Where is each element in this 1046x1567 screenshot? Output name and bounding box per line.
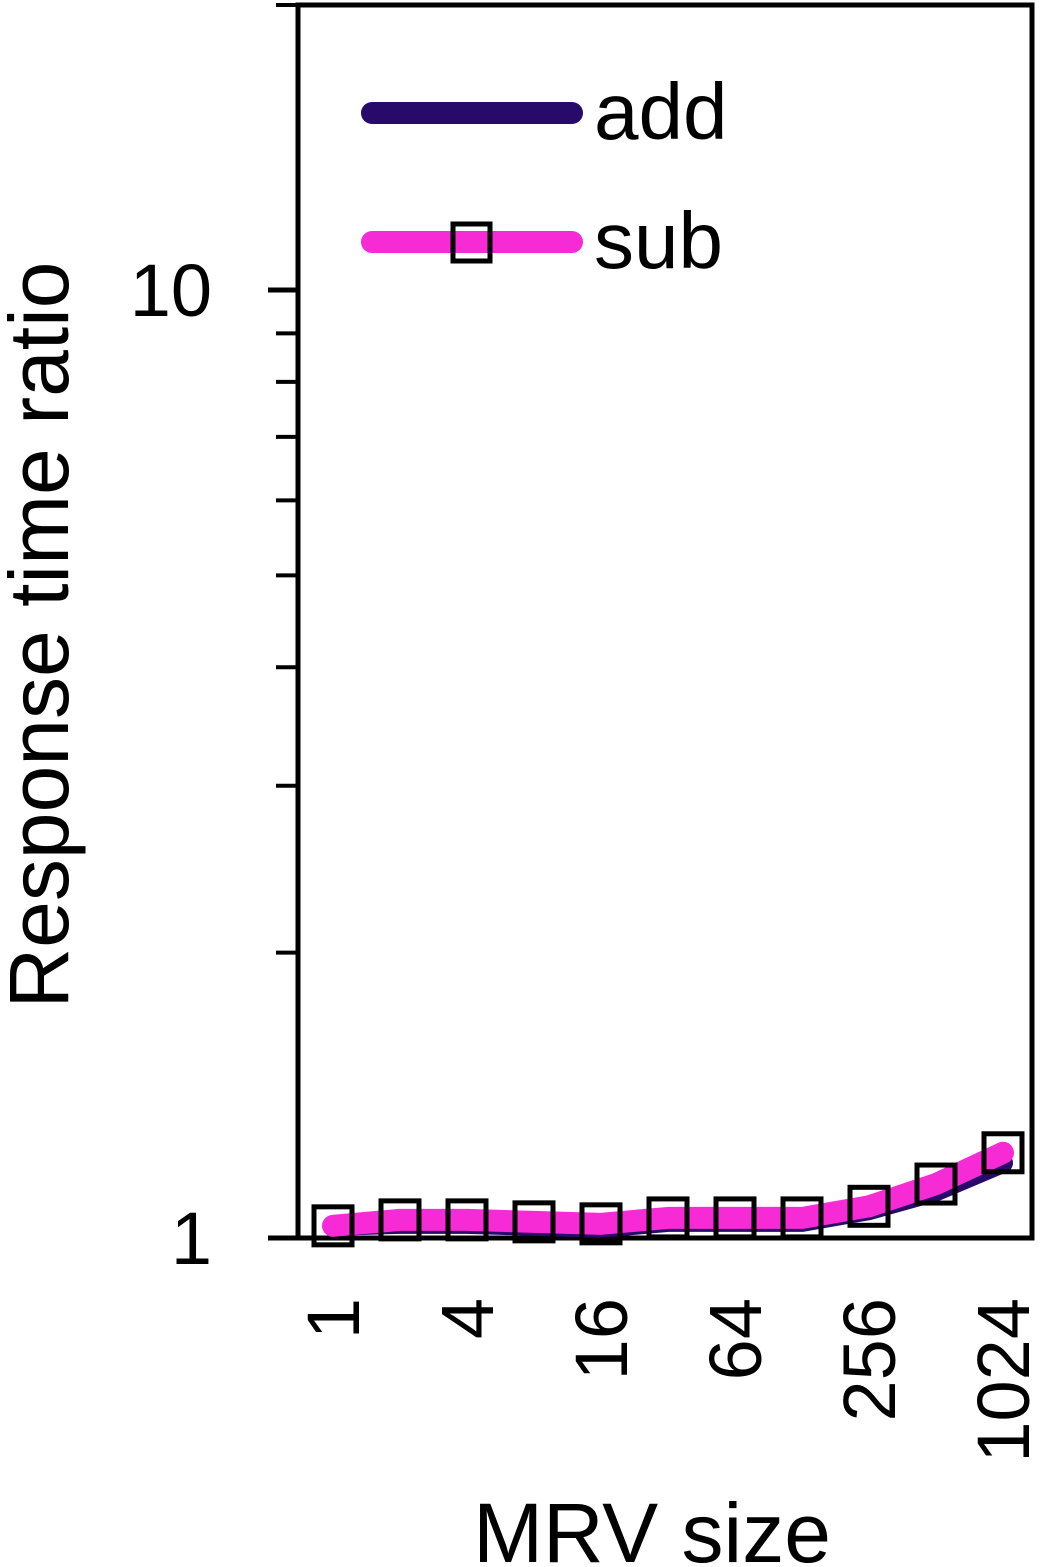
series-group — [311, 1131, 1025, 1248]
data-point-sub — [579, 1202, 623, 1246]
data-point-sub — [646, 1196, 690, 1240]
x-tick-label: 4 — [426, 1298, 509, 1339]
data-point-sub — [914, 1162, 958, 1206]
data-point-sub — [512, 1200, 556, 1244]
data-point-sub — [445, 1198, 489, 1242]
data-point-sub — [713, 1196, 757, 1240]
y-tick-label: 1 — [171, 1197, 212, 1280]
x-tick-label: 1024 — [962, 1298, 1045, 1463]
x-axis-ticks: 1 4 16 64 256 1024 — [292, 1298, 1045, 1463]
legend-marker-sub — [450, 221, 493, 264]
data-point-sub — [847, 1184, 891, 1228]
plot-area — [295, 2, 1035, 1241]
x-tick-label: 256 — [828, 1298, 911, 1421]
data-point-sub — [981, 1131, 1025, 1175]
y-axis-title: Response time ratio — [0, 261, 86, 1008]
data-point-sub — [311, 1204, 355, 1248]
series-line-sub — [322, 1141, 1014, 1237]
x-tick-label: 1 — [292, 1298, 375, 1339]
x-tick-label: 64 — [694, 1298, 777, 1380]
y-tick-label: 10 — [130, 249, 212, 332]
legend-label-sub: sub — [594, 196, 723, 285]
legend: add sub — [361, 67, 727, 285]
legend-label-add: add — [594, 67, 727, 156]
data-point-sub — [780, 1196, 824, 1240]
y-axis-ticks: 1 10 — [130, 3, 298, 1280]
data-point-sub — [378, 1198, 422, 1242]
x-axis-title: MRV size — [473, 1486, 831, 1567]
x-tick-label: 16 — [560, 1298, 643, 1380]
